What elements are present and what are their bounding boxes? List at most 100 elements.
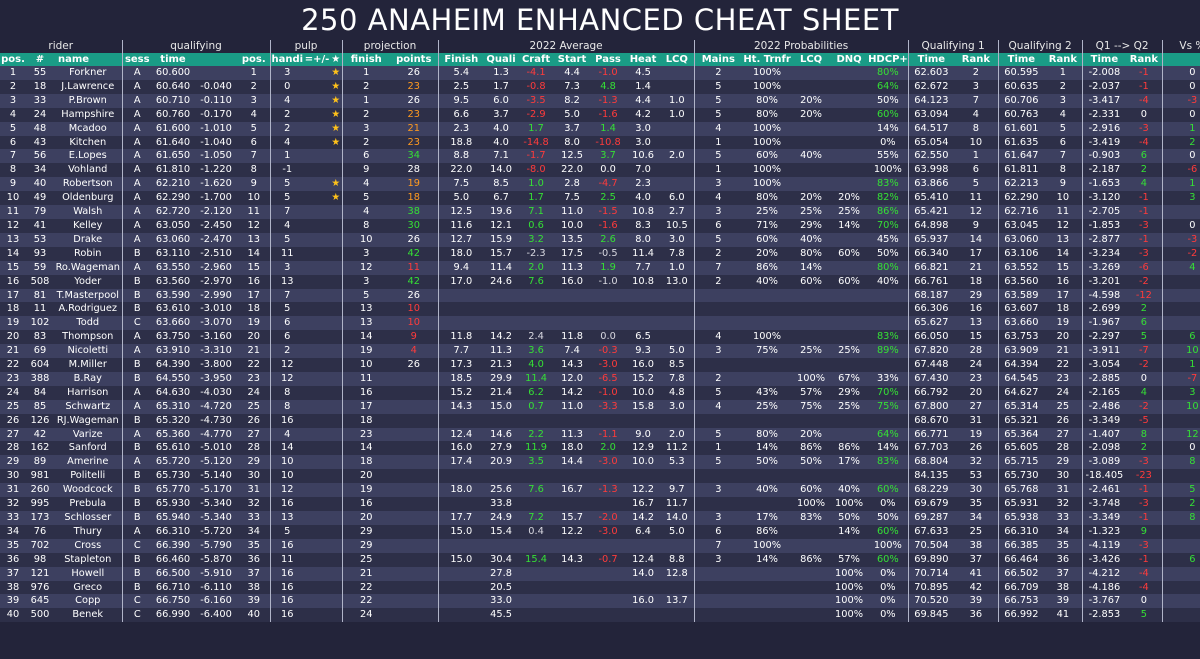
table-row[interactable]: 7 56 E.Lopes A 61.650 -1.050 7 1 6 34 8.8 7.1 -1.7 12… [0, 149, 1200, 164]
cell-avg-pass: -0.3 [590, 344, 627, 359]
cell-avg-start: 16.7 [554, 483, 591, 498]
cell-avg-start: 11.0 [554, 205, 591, 219]
cell-q1q2-time: -4.186 [1081, 580, 1127, 595]
cell-q1-rank: 7 [954, 93, 999, 108]
cell-qpos: 12 [238, 218, 271, 233]
table-row[interactable]: 25 85 Schwartz A 65.310 -4.720 25 8 17 14.3 15.0 0.… [0, 399, 1200, 414]
table-row[interactable]: 29 89 Amerine A 65.720 -5.120 29 10 18 17.4 20.9 3.… [0, 455, 1200, 470]
group-rider: rider [0, 40, 123, 53]
table-row[interactable]: 1 55 Forkner A 60.600 1 3 ★ 1 26 5.4 1.3 -4.1 4.4 -1.0… [0, 66, 1200, 80]
cell-num: 388 [26, 371, 54, 386]
cell-avg-lcq [660, 177, 695, 192]
table-row[interactable]: 9 40 Robertson A 62.210 -1.620 9 5 ★ 4 19 7.5 8.5 1.0… [0, 177, 1200, 192]
table-row[interactable]: 15 59 Ro.Wageman A 63.550 -2.960 15 3 12 11 9.4 11.… [0, 260, 1200, 275]
table-row[interactable]: 22 604 M.Miller B 64.390 -3.800 22 12 10 26 17.3 21… [0, 358, 1200, 372]
cell-finish: 6 [341, 149, 391, 164]
table-row[interactable]: 28 162 Sanford B 65.610 -5.010 28 14 14 16.0 27.9 1… [0, 441, 1200, 456]
cell-finish: 22 [341, 580, 391, 595]
cell-avg-heat: 12.4 [626, 552, 661, 567]
cell-qpos: 35 [238, 538, 271, 553]
table-row[interactable]: 18 11 A.Rodriguez B 63.610 -3.010 18 5 13 10 66.30… [0, 302, 1200, 317]
cell-name: Cross [54, 538, 123, 553]
cell-name: Howell [54, 566, 123, 581]
table-row[interactable]: 12 41 Kelley A 63.050 -2.450 12 4 8 30 11.6 12.1 0.6… [0, 218, 1200, 233]
table-row[interactable]: 21 69 Nicoletti A 63.910 -3.310 21 2 19 4 7.7 11.3 3… [0, 344, 1200, 359]
cell-finish: 14 [341, 330, 391, 345]
table-row[interactable]: 30 981 Politelli B 65.730 -5.140 30 10 20 84.135 5… [0, 469, 1200, 484]
cell-gap: -5.870 [194, 552, 239, 567]
cell-avg-start [554, 538, 591, 553]
table-row[interactable]: 3 33 P.Brown A 60.710 -0.110 3 4 ★ 1 26 9.5 6.0 -3.5 8… [0, 93, 1200, 108]
cell-name: Hampshire [54, 107, 123, 122]
cell-handi: 11 [269, 246, 305, 261]
cell-name: Benek [54, 608, 123, 623]
table-row[interactable]: 23 388 B.Ray B 64.550 -3.950 23 12 11 18.5 29.9 11.… [0, 371, 1200, 386]
table-row[interactable]: 17 81 T.Masterpool B 63.590 -2.990 17 7 5 26 68.18… [0, 288, 1200, 303]
cell-q1q2-rank: -1 [1126, 483, 1163, 498]
table-row[interactable]: 2 18 J.Lawrence A 60.640 -0.040 2 0 ★ 2 23 2.5 1.7 -0… [0, 79, 1200, 94]
cell-avg-lcq [660, 469, 695, 484]
table-row[interactable]: 19 102 Todd C 63.660 -3.070 19 6 13 10 65.627 13 63.… [0, 316, 1200, 331]
table-row[interactable]: 32 995 Prebula B 65.930 -5.340 32 16 16 33.8 16.7 1… [0, 497, 1200, 511]
table-row[interactable]: 40 500 Benek C 66.990 -6.400 40 16 24 45.5 100% 0% 6… [0, 608, 1200, 623]
table-row[interactable]: 8 34 Vohland A 61.810 -1.220 8 -1 9 28 22.0 14.0 -8.… [0, 163, 1200, 178]
cell-q1-rank: 42 [954, 580, 999, 595]
table-row[interactable]: 31 260 Woodcock B 65.770 -5.170 31 12 19 18.0 25.6… [0, 483, 1200, 498]
cell-avg-start [554, 413, 591, 428]
cell-avg-finish: 11.6 [437, 218, 485, 233]
cell-avg-finish: 12.5 [437, 205, 485, 219]
cell-prob-mains: 7 [693, 538, 743, 553]
cell-avg-finish [437, 316, 485, 331]
cell-prob-lcq [792, 330, 831, 345]
cell-prob-hdcp: 40% [868, 274, 909, 289]
cell-q1-time: 65.421 [907, 205, 955, 219]
cell-q2-time: 61.635 [997, 135, 1045, 150]
table-row[interactable]: 35 702 Cross C 66.390 -5.790 35 16 29 7 100% 100% 70… [0, 538, 1200, 553]
table-row[interactable]: 10 49 Oldenburg A 62.290 -1.700 10 5 ★ 5 18 5.0 6.7 1… [0, 191, 1200, 206]
cell-finish: 29 [341, 524, 391, 539]
cell-q2-rank: 6 [1044, 135, 1083, 150]
cell-prob-hdcp: 100% [868, 538, 909, 553]
table-row[interactable]: 20 83 Thompson A 63.750 -3.160 20 6 14 9 11.8 14.2 2… [0, 330, 1200, 345]
table-row[interactable]: 4 24 Hampshire A 60.760 -0.170 4 2 ★ 2 23 6.6 3.7 -2.… [0, 107, 1200, 122]
table-row[interactable]: 6 43 Kitchen A 61.640 -1.040 6 4 ★ 2 23 18.8 4.0 -14.… [0, 135, 1200, 150]
cell-avg-quali [484, 288, 519, 303]
cell-prob-hdcp: 70% [868, 218, 909, 233]
cell-q1q2-time: -2.916 [1081, 121, 1127, 136]
cell-q2-time: 66.502 [997, 566, 1045, 581]
cell-num: 11 [26, 302, 54, 317]
cell-q1-rank: 11 [954, 191, 999, 206]
table-row[interactable]: 37 121 Howell B 66.500 -5.910 37 16 21 27.8 14.0 12… [0, 566, 1200, 581]
cell-avg-finish: 18.0 [437, 246, 485, 261]
star-icon [330, 552, 343, 567]
cell-avg-pass [590, 538, 627, 553]
table-row[interactable]: 13 53 Drake A 63.060 -2.470 13 5 10 26 12.7 15.9 3.2… [0, 232, 1200, 247]
cell-prob-dnq [830, 163, 869, 178]
cell-points: 11 [390, 260, 439, 275]
cell-q1-rank: 31 [954, 413, 999, 428]
cell-prob-dnq: 100% [830, 566, 869, 581]
cell-q2-time: 65.314 [997, 399, 1045, 414]
table-row[interactable]: 38 976 Greco B 66.710 -6.110 38 16 22 20.5 100% 0% 7… [0, 580, 1200, 595]
table-row[interactable]: 36 98 Stapleton B 66.460 -5.870 36 11 25 15.0 30.4… [0, 552, 1200, 567]
cell-pos: 37 [0, 566, 26, 581]
cell-num: 56 [26, 149, 54, 164]
table-row[interactable]: 11 79 Walsh A 62.720 -2.120 11 7 4 38 12.5 19.6 7.1 1… [0, 205, 1200, 219]
cell-avg-pass: -1.0 [590, 274, 627, 289]
table-row[interactable]: 39 645 Copp C 66.750 -6.160 39 16 22 33.0 16.0 13.7… [0, 594, 1200, 609]
cell-q1-time: 70.895 [907, 580, 955, 595]
table-row[interactable]: 26 126 RJ.Wageman B 65.320 -4.730 26 16 18 68.670… [0, 413, 1200, 428]
table-row[interactable]: 33 173 Schlosser B 65.940 -5.340 33 13 20 17.7 24.… [0, 511, 1200, 525]
cell-finish: 12 [341, 260, 391, 275]
cell-avg-start: 12.0 [554, 371, 591, 386]
cell-pos: 26 [0, 413, 26, 428]
cell-prob-mains [693, 608, 743, 623]
table-row[interactable]: 24 84 Harrison A 64.630 -4.030 24 8 16 15.2 21.4 6.… [0, 385, 1200, 400]
table-row[interactable]: 16 508 Yoder B 63.560 -2.970 16 13 3 42 17.0 24.6 7.… [0, 274, 1200, 289]
cell-prob-mains: 1 [693, 135, 743, 150]
table-row[interactable]: 5 48 Mcadoo A 61.600 -1.010 5 2 ★ 3 21 2.3 4.0 1.7 3.7… [0, 121, 1200, 136]
table-row[interactable]: 34 76 Thury A 66.310 -5.720 34 5 29 15.0 15.4 0.4 12… [0, 524, 1200, 539]
table-row[interactable]: 14 93 Robin B 63.110 -2.510 14 11 3 42 18.0 15.7 -2.… [0, 246, 1200, 261]
cell-vs: -3 [1161, 93, 1200, 108]
table-row[interactable]: 27 42 Varize A 65.360 -4.770 27 4 23 12.4 14.6 2.2 1… [0, 427, 1200, 442]
